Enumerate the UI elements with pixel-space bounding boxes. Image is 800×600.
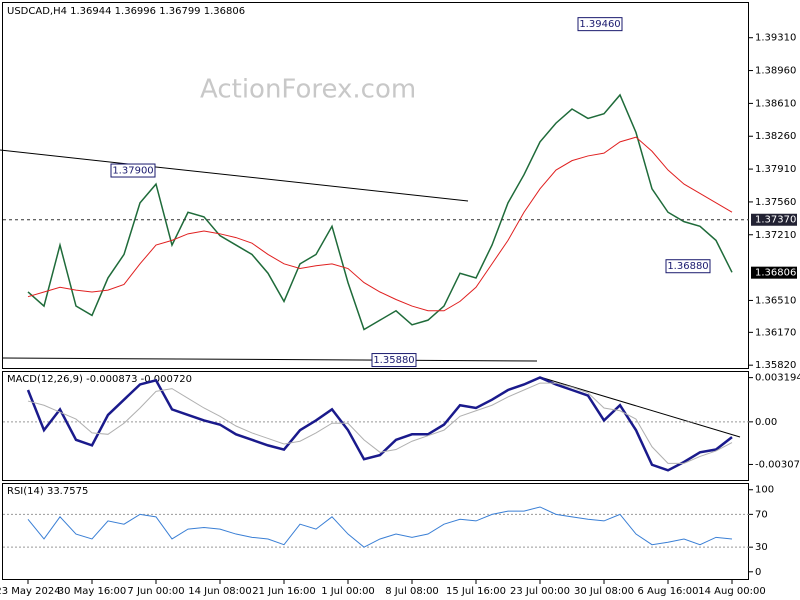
x-tick-label: 30 May 16:00 [58, 586, 127, 597]
trend-line [2, 357, 538, 362]
level-box [751, 213, 797, 226]
annotation-label: 1.35880 [373, 355, 414, 366]
y-tick-label: 70 [755, 509, 768, 520]
y-tick-label: 100 [755, 485, 774, 496]
y-tick-label: 1.38610 [755, 98, 796, 109]
annotation-label: 1.37900 [112, 166, 153, 177]
x-tick-label: 15 Jul 16:00 [446, 586, 506, 597]
series-line [27, 136, 733, 312]
y-tick-label: 1.37560 [755, 197, 796, 208]
x-tick-label: 14 Aug 00:00 [698, 586, 765, 597]
y-tick-label: 1.36170 [755, 327, 796, 338]
series-line [27, 506, 733, 548]
x-tick-label: 30 Jul 08:00 [574, 586, 634, 597]
y-tick-label: 30 [755, 542, 768, 553]
annotation-label: 1.39460 [579, 19, 620, 30]
x-tick-label: 1 Jul 00:00 [321, 586, 375, 597]
x-tick-label: 23 May 2024 [0, 586, 61, 597]
price-header: USDCAD,H4 1.36944 1.36996 1.36799 1.3680… [7, 6, 245, 17]
annotation-box [371, 353, 417, 368]
y-tick-label: 1.37210 [755, 230, 796, 241]
annotation-box [110, 163, 156, 178]
annotation-box [665, 259, 711, 274]
trend-line [539, 376, 741, 438]
current-price-label: 1.36806 [755, 268, 796, 279]
x-tick-label: 23 Jul 00:00 [510, 586, 570, 597]
annotation-box [577, 17, 623, 32]
macd-panel [2, 371, 749, 481]
x-tick-label: 21 Jun 16:00 [252, 586, 316, 597]
annotation-label: 1.36880 [667, 261, 708, 272]
y-tick-label: 1.38260 [755, 131, 796, 142]
y-tick-label: 0 [755, 567, 761, 578]
x-tick-label: 8 Jul 08:00 [385, 586, 439, 597]
series-line [27, 93, 733, 331]
rsi-header: RSI(14) 33.7575 [7, 486, 88, 497]
watermark: ActionForex.com [200, 75, 416, 105]
rsi-panel [2, 483, 749, 580]
x-tick-label: 14 Jun 08:00 [188, 586, 252, 597]
level-label: 1.37370 [755, 215, 796, 226]
trend-line [0, 149, 469, 202]
y-tick-label: -0.003077 [755, 459, 800, 470]
y-tick-label: 1.37910 [755, 164, 796, 175]
macd-header: MACD(12,26,9) -0.000873 -0.000720 [7, 374, 192, 385]
y-tick-label: 0.00 [755, 417, 777, 428]
y-tick-label: 1.35820 [755, 360, 796, 371]
x-tick-label: 6 Aug 16:00 [637, 586, 698, 597]
y-tick-label: 0.003194 [755, 373, 800, 384]
series-line [27, 382, 733, 464]
y-tick-label: 1.36510 [755, 295, 796, 306]
x-tick-label: 7 Jun 00:00 [127, 586, 184, 597]
y-tick-label: 1.39310 [755, 33, 796, 44]
price-panel [2, 2, 749, 369]
y-tick-label: 1.38960 [755, 66, 796, 77]
current-price-box [751, 266, 797, 279]
